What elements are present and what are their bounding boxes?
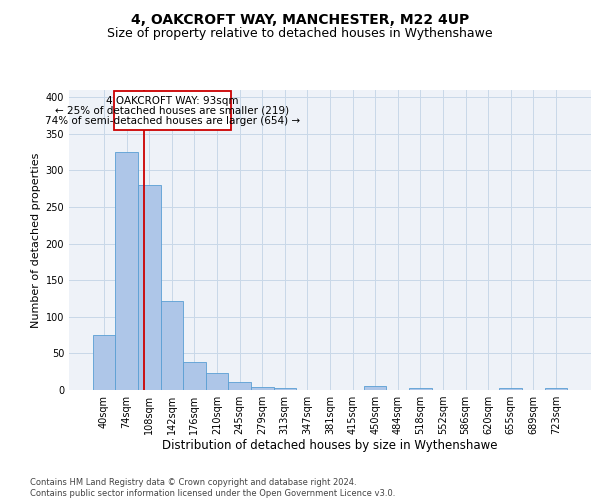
Y-axis label: Number of detached properties: Number of detached properties bbox=[31, 152, 41, 328]
Bar bbox=[138, 185, 161, 390]
Bar bbox=[545, 388, 567, 390]
Bar bbox=[274, 388, 296, 390]
Bar bbox=[229, 382, 251, 390]
X-axis label: Distribution of detached houses by size in Wythenshawe: Distribution of detached houses by size … bbox=[162, 438, 498, 452]
Text: Size of property relative to detached houses in Wythenshawe: Size of property relative to detached ho… bbox=[107, 28, 493, 40]
Bar bbox=[499, 388, 522, 390]
Bar bbox=[183, 362, 206, 390]
Text: 74% of semi-detached houses are larger (654) →: 74% of semi-detached houses are larger (… bbox=[45, 116, 300, 126]
Bar bbox=[161, 300, 183, 390]
Bar bbox=[251, 387, 274, 390]
Bar bbox=[364, 386, 386, 390]
Bar bbox=[93, 335, 115, 390]
Text: 4 OAKCROFT WAY: 93sqm: 4 OAKCROFT WAY: 93sqm bbox=[106, 96, 239, 106]
Text: 4, OAKCROFT WAY, MANCHESTER, M22 4UP: 4, OAKCROFT WAY, MANCHESTER, M22 4UP bbox=[131, 12, 469, 26]
Bar bbox=[409, 388, 431, 390]
FancyBboxPatch shape bbox=[114, 92, 230, 130]
Text: ← 25% of detached houses are smaller (219): ← 25% of detached houses are smaller (21… bbox=[55, 106, 289, 116]
Text: Contains HM Land Registry data © Crown copyright and database right 2024.
Contai: Contains HM Land Registry data © Crown c… bbox=[30, 478, 395, 498]
Bar bbox=[115, 152, 138, 390]
Bar bbox=[206, 373, 229, 390]
